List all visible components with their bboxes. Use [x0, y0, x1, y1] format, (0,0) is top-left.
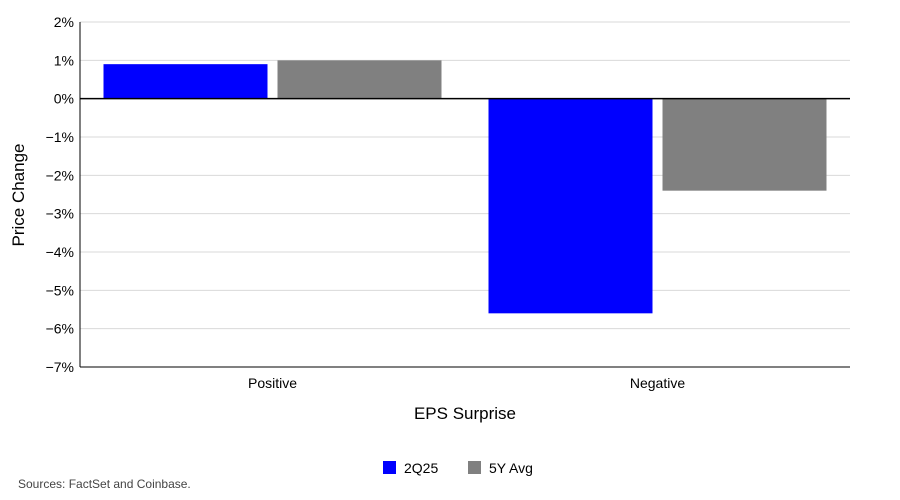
legend-swatch — [383, 461, 396, 474]
y-tick-label: 0% — [54, 91, 74, 107]
y-tick-label: −4% — [46, 244, 74, 260]
bar-positive-2q25 — [103, 64, 268, 99]
bars — [103, 60, 827, 314]
y-tick-label: 2% — [54, 14, 74, 30]
y-tick-label: −1% — [46, 129, 74, 145]
y-tick-label: 1% — [54, 52, 74, 68]
legend-label: 2Q25 — [404, 460, 438, 476]
bar-negative-2q25 — [488, 98, 653, 314]
x-tick-label: Negative — [630, 375, 685, 391]
x-tick-labels: Positive Negative — [248, 375, 685, 391]
y-tick-label: −6% — [46, 321, 74, 337]
y-tick-labels: 2% 1% 0% −1% −2% −3% −4% −5% −6% −7% — [46, 14, 74, 375]
y-axis-title: Price Change — [9, 143, 28, 246]
x-axis-title: EPS Surprise — [414, 404, 516, 423]
y-tick-label: −2% — [46, 167, 74, 183]
y-tick-label: −7% — [46, 359, 74, 375]
legend-swatch — [468, 461, 481, 474]
axes — [79, 22, 850, 368]
x-tick-label: Positive — [248, 375, 297, 391]
bar-positive-5y-avg — [277, 60, 442, 99]
y-tick-label: −5% — [46, 282, 74, 298]
legend: 2Q25 5Y Avg — [383, 460, 533, 476]
bar-negative-5y-avg — [662, 98, 827, 191]
source-note: Sources: FactSet and Coinbase. — [18, 477, 191, 491]
legend-label: 5Y Avg — [489, 460, 533, 476]
y-tick-label: −3% — [46, 206, 74, 222]
